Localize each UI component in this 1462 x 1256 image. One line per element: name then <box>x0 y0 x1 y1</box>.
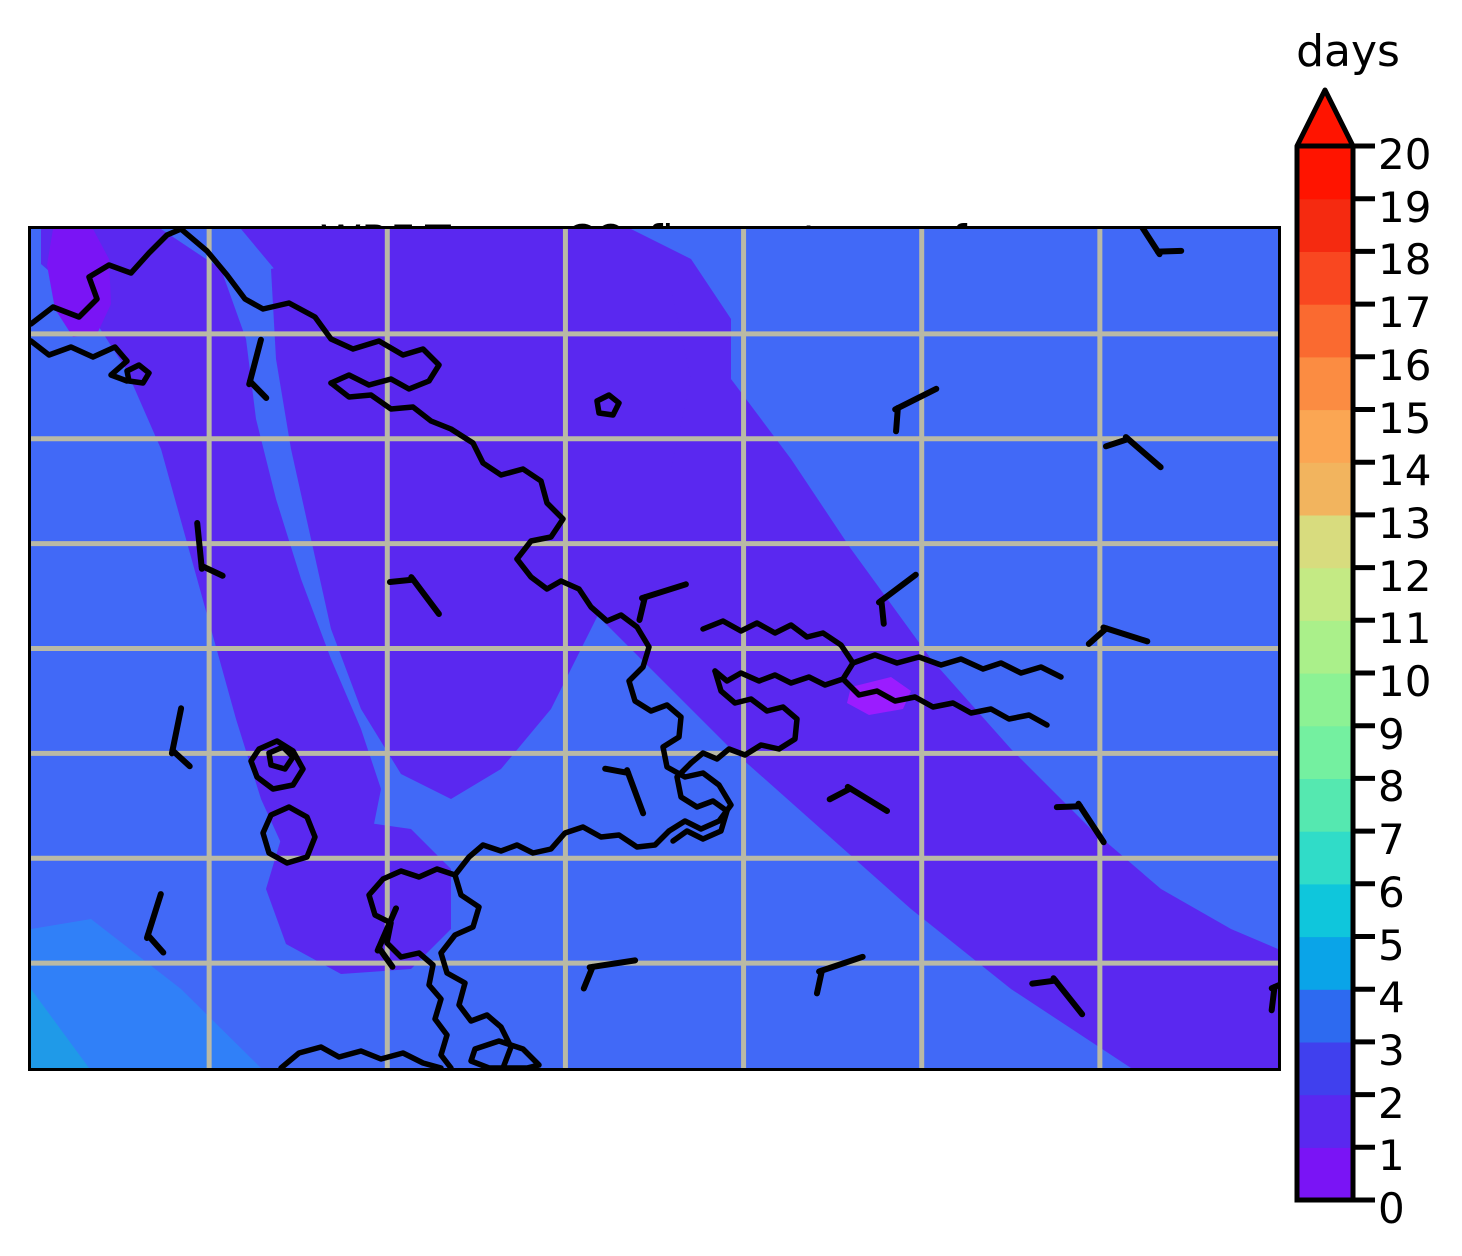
coastline-segment <box>366 866 458 1068</box>
coastline-segment <box>31 338 130 384</box>
coastline-segment <box>31 229 184 327</box>
colorbar-tick-label: 15 <box>1378 393 1432 443</box>
wind-barb <box>813 953 866 997</box>
coastline-segment <box>594 392 622 418</box>
coastline-segment <box>260 804 318 866</box>
map-coastlines <box>31 229 1064 1068</box>
colorbar-band <box>1297 514 1353 569</box>
colorbar-tick-label: 17 <box>1378 288 1432 338</box>
colorbar-tick-label: 11 <box>1378 604 1432 654</box>
wind-barb <box>1053 800 1107 846</box>
colorbar-unit-label: days <box>1296 26 1400 77</box>
wind-barb <box>892 385 940 435</box>
coastline-segment <box>514 556 734 834</box>
colorbar-band <box>1297 831 1353 885</box>
colorbar-tick-label: 14 <box>1378 446 1432 496</box>
colorbar-tick-label: 13 <box>1378 498 1432 548</box>
colorbar-outline <box>1294 146 1356 1203</box>
colorbar-band <box>1297 673 1353 727</box>
wind-barb <box>602 765 647 817</box>
colorbar-tick-label: 0 <box>1378 1184 1405 1233</box>
colorbar-band <box>1297 356 1353 411</box>
colorbar-band <box>1297 304 1353 358</box>
colorbar-band <box>1297 1094 1353 1148</box>
wind-barb <box>386 574 442 617</box>
field-region-northwest-aged-plume <box>271 229 691 799</box>
colorbar-tick-label: 18 <box>1378 235 1432 285</box>
wind-barb <box>194 520 226 579</box>
wind-barb <box>1029 975 1086 1018</box>
colorbar: days 20 19 18 17 16 15 14 13 12 11 10 9 8 7 6 5 4 3 2 1 0 <box>1294 26 1462 1230</box>
colorbar-band <box>1297 1041 1353 1096</box>
field-region-southwest-corner-edge <box>31 989 89 1068</box>
map-plot-area <box>28 226 1281 1071</box>
colorbar-extend-arrow <box>1294 87 1356 149</box>
coastline-segment <box>468 1038 542 1068</box>
colorbar-tick-label: 19 <box>1378 182 1432 232</box>
coastline-segment <box>178 229 442 392</box>
wind-barb <box>580 957 639 992</box>
wind-barb <box>1268 982 1278 1014</box>
colorbar-band <box>1297 251 1353 305</box>
wind-barb <box>636 581 689 623</box>
field-region-southwest-corner-band <box>31 919 261 1068</box>
colorbar-band <box>1297 1147 1353 1201</box>
colorbar-band <box>1297 725 1353 779</box>
colorbar-band <box>1297 936 1353 990</box>
wind-barb <box>168 705 193 770</box>
colorbar-band <box>1297 778 1353 832</box>
coastline-segment <box>840 676 1050 728</box>
map-field-canvas <box>31 229 1278 1068</box>
colorbar-band <box>1297 409 1353 463</box>
colorbar-band <box>1297 989 1353 1043</box>
colorbar-tick-label: 6 <box>1378 867 1405 917</box>
coastline-segment <box>328 380 566 562</box>
colorbar-band <box>1297 146 1353 200</box>
colorbar-tick-label: 12 <box>1378 551 1432 601</box>
colorbar-band <box>1297 883 1353 938</box>
wind-barb <box>1139 229 1185 258</box>
colorbar-tick-label: 10 <box>1378 657 1432 706</box>
wind-barb <box>374 905 400 970</box>
coastline-segment <box>688 668 800 766</box>
colorbar-tick-label: 5 <box>1378 920 1405 970</box>
coastline-segment <box>850 652 1064 680</box>
colorbar-tick-label: 2 <box>1378 1078 1405 1128</box>
colorbar-tick-label: 7 <box>1378 815 1405 865</box>
colorbar-band <box>1297 198 1353 252</box>
wind-barb-layer <box>143 229 1278 1018</box>
field-region-diagonal-plume-core <box>847 677 911 715</box>
wind-barb <box>875 571 919 627</box>
wind-barb <box>1085 624 1151 647</box>
coastline-segment <box>124 362 152 386</box>
wind-barb <box>1102 434 1164 471</box>
colorbar-band <box>1297 567 1353 621</box>
colorbar-tick-label: 3 <box>1378 1025 1405 1075</box>
colorbar-swatches <box>1294 87 1375 1203</box>
colorbar-tick-label: 8 <box>1378 762 1405 812</box>
colorbar-tick-label: 1 <box>1378 1131 1405 1181</box>
colorbar-tick-label: 4 <box>1378 973 1405 1023</box>
colorbar-tick-label: 16 <box>1378 340 1432 390</box>
colorbar-band <box>1297 620 1353 674</box>
wind-barb <box>826 783 891 814</box>
coastline-segment <box>278 1044 444 1068</box>
colorbar-band <box>1297 462 1353 516</box>
coastline-segment <box>670 760 730 844</box>
colorbar-tick-label: 9 <box>1378 709 1405 759</box>
wind-barb <box>246 336 270 402</box>
wind-barb <box>143 891 167 956</box>
colorbar-tick-label: 20 <box>1378 130 1432 179</box>
map-gridlines <box>31 229 1278 1068</box>
coastline-segment <box>266 744 296 772</box>
